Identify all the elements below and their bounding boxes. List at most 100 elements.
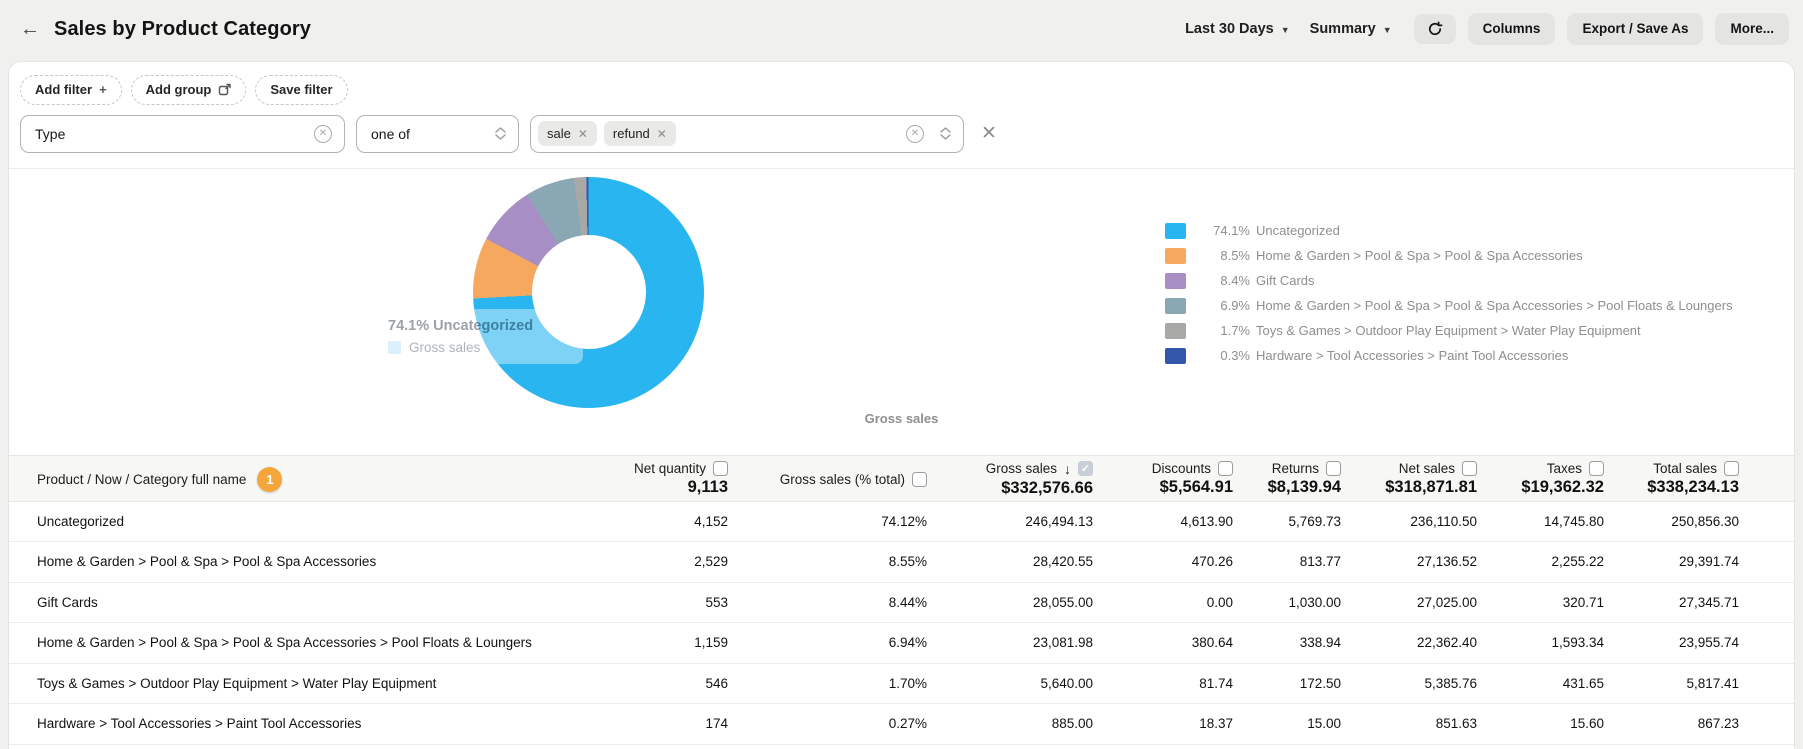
save-filter-button[interactable]: Save filter — [255, 75, 348, 105]
row-cell-value: 27,136.52 — [1416, 554, 1477, 570]
row-cell-value: 246,494.13 — [1025, 513, 1093, 529]
table-header-cell[interactable]: Discounts ↓ $5,564.91 — [1093, 456, 1233, 503]
column-checkbox[interactable] — [1589, 461, 1604, 477]
table-header-cell[interactable]: Total sales ↓ $338,234.13 — [1604, 456, 1739, 503]
table-header-cell[interactable]: Gross sales (% total) ↓ — [728, 456, 927, 503]
row-cell-value: 5,769.73 — [1288, 513, 1341, 529]
remove-chip-icon[interactable]: ✕ — [577, 126, 588, 141]
column-label: Gross sales (% total) — [779, 471, 905, 487]
chart-legend: 74.1% Uncategorized 8.5% Home & Garden >… — [1165, 222, 1733, 373]
row-cell-value: 74.12% — [881, 513, 927, 529]
first-column-header-label: Product / Now / Category full name — [37, 471, 247, 487]
legend-label: Gift Cards — [1256, 273, 1315, 289]
legend-item[interactable]: 1.7% Toys & Games > Outdoor Play Equipme… — [1165, 322, 1733, 339]
view-mode-dropdown[interactable]: Summary ▼ — [1300, 13, 1402, 45]
chip-label: refund — [612, 126, 650, 142]
column-label: Taxes — [1546, 461, 1582, 477]
table-row[interactable]: Home & Garden > Pool & Spa > Pool & Spa … — [9, 623, 1794, 664]
row-cell-value: 1,030.00 — [1288, 594, 1341, 610]
table-row[interactable]: Toys & Games > Outdoor Play Equipment > … — [9, 663, 1794, 705]
add-filter-button[interactable]: Add filter + — [20, 75, 122, 105]
column-checkbox[interactable] — [1218, 461, 1233, 477]
date-range-dropdown[interactable]: Last 30 Days ▼ — [1175, 13, 1300, 45]
table-row[interactable]: Gift Cards 553 8.44% 28,055.00 0.00 1,030.00… — [9, 582, 1794, 624]
filter-field-select[interactable]: Type ✕ — [20, 114, 345, 153]
chevron-down-icon: ▼ — [1280, 25, 1290, 35]
column-checkbox[interactable] — [912, 471, 927, 487]
column-total: $5,564.91 — [1159, 478, 1233, 497]
row-cell-value: 2,255.22 — [1551, 554, 1604, 570]
filter-operator-select[interactable]: one of — [356, 114, 519, 153]
row-category-name: Hardware > Tool Accessories > Paint Tool… — [37, 716, 362, 732]
legend-label: Uncategorized — [1256, 223, 1340, 239]
table-header-cell[interactable]: Net sales ↓ $318,871.81 — [1341, 456, 1477, 503]
table-row[interactable]: Uncategorized 4,152 74.12% 246,494.13 4,613… — [9, 501, 1794, 543]
more-button[interactable]: More... — [1715, 13, 1789, 45]
filter-value-chip[interactable]: refund ✕ — [603, 121, 676, 147]
add-filter-label: Add filter — [35, 82, 93, 97]
sort-desc-icon: ↓ — [1064, 460, 1071, 477]
column-label: Gross sales — [985, 461, 1057, 477]
filter-values-multiselect[interactable]: sale ✕ refund ✕ ✕ — [530, 114, 964, 153]
row-cell-value: 5,817.41 — [1686, 675, 1739, 691]
filter-actions-row: Add filter + Add group Save filter — [20, 75, 1780, 105]
column-checkbox[interactable] — [1326, 461, 1341, 477]
legend-item[interactable]: 8.5% Home & Garden > Pool & Spa > Pool &… — [1165, 247, 1733, 264]
plus-icon: + — [99, 82, 107, 97]
clear-field-icon[interactable]: ✕ — [314, 124, 332, 143]
filter-value-chip[interactable]: sale ✕ — [538, 121, 597, 147]
table-header-cell[interactable]: Net quantity ↓ 9,113 — [578, 456, 728, 503]
column-checkbox[interactable]: ✓ — [1078, 461, 1093, 477]
column-label: Returns — [1271, 461, 1319, 477]
legend-swatch-icon — [1165, 322, 1186, 339]
row-cell-value: 15.00 — [1307, 716, 1341, 732]
remove-filter-row-button[interactable]: ✕ — [975, 122, 1003, 145]
clear-values-icon[interactable]: ✕ — [906, 124, 924, 143]
row-cell-value: 18.37 — [1199, 716, 1233, 732]
table-header-row: Product / Now / Category full name 1 Net… — [9, 454, 1794, 503]
legend-item[interactable]: 8.4% Gift Cards — [1165, 272, 1733, 289]
column-total: $318,871.81 — [1385, 478, 1477, 497]
columns-button[interactable]: Columns — [1467, 13, 1556, 45]
date-range-label: Last 30 Days — [1185, 21, 1274, 37]
column-checkbox[interactable] — [1724, 461, 1739, 477]
column-total: $8,139.94 — [1267, 478, 1341, 497]
table-row[interactable]: Home & Garden > Pool & Spa > Pool & Spa … — [9, 542, 1794, 583]
view-mode-label: Summary — [1309, 21, 1376, 37]
legend-item[interactable]: 6.9% Home & Garden > Pool & Spa > Pool &… — [1165, 297, 1733, 314]
add-group-button[interactable]: Add group — [130, 75, 247, 105]
row-cell-value: 0.27% — [888, 716, 927, 732]
table-header-cell[interactable]: Taxes ↓ $19,362.32 — [1477, 456, 1604, 503]
filter-field-value: Type — [35, 125, 66, 142]
back-button[interactable]: ← — [14, 13, 46, 45]
export-save-as-button[interactable]: Export / Save As — [1567, 13, 1704, 45]
row-cell-value: 14,745.80 — [1543, 513, 1604, 529]
remove-chip-icon[interactable]: ✕ — [656, 126, 667, 141]
table-header-first-cell[interactable]: Product / Now / Category full name 1 — [37, 466, 578, 492]
table-header-cell[interactable]: Returns ↓ $8,139.94 — [1233, 456, 1341, 503]
row-cell-value: 1.70% — [888, 675, 927, 691]
row-cell-value: 4,152 — [694, 513, 728, 529]
row-cell-value: 5,640.00 — [1040, 675, 1093, 691]
legend-percent: 8.5% — [1220, 248, 1250, 264]
filter-row: Type ✕ one of sale ✕ refund ✕ ✕ — [20, 114, 1780, 153]
legend-item[interactable]: 0.3% Hardware > Tool Accessories > Paint… — [1165, 347, 1733, 364]
table-header-cell[interactable]: Gross sales ↓ ✓ $332,576.66 — [927, 456, 1093, 503]
refresh-button[interactable] — [1413, 14, 1456, 44]
grouping-count-badge[interactable]: 1 — [257, 466, 283, 492]
legend-swatch-icon — [1165, 297, 1186, 314]
column-total: $19,362.32 — [1521, 478, 1604, 497]
table-body: Uncategorized 4,152 74.12% 246,494.13 4,613… — [9, 501, 1794, 745]
row-cell-value: 172.50 — [1299, 675, 1341, 691]
select-chevrons-icon — [940, 127, 951, 140]
legend-item[interactable]: 74.1% Uncategorized — [1165, 222, 1733, 239]
column-checkbox[interactable] — [713, 461, 728, 477]
column-checkbox[interactable] — [1462, 461, 1477, 477]
filter-operator-value: one of — [371, 125, 410, 142]
row-cell-value: 813.77 — [1299, 554, 1341, 570]
column-label: Total sales — [1653, 461, 1717, 477]
donut-chart[interactable] — [473, 176, 704, 408]
row-cell-value: 174 — [705, 716, 728, 732]
row-category-name: Gift Cards — [37, 594, 98, 610]
table-row[interactable]: Hardware > Tool Accessories > Paint Tool… — [9, 704, 1794, 745]
